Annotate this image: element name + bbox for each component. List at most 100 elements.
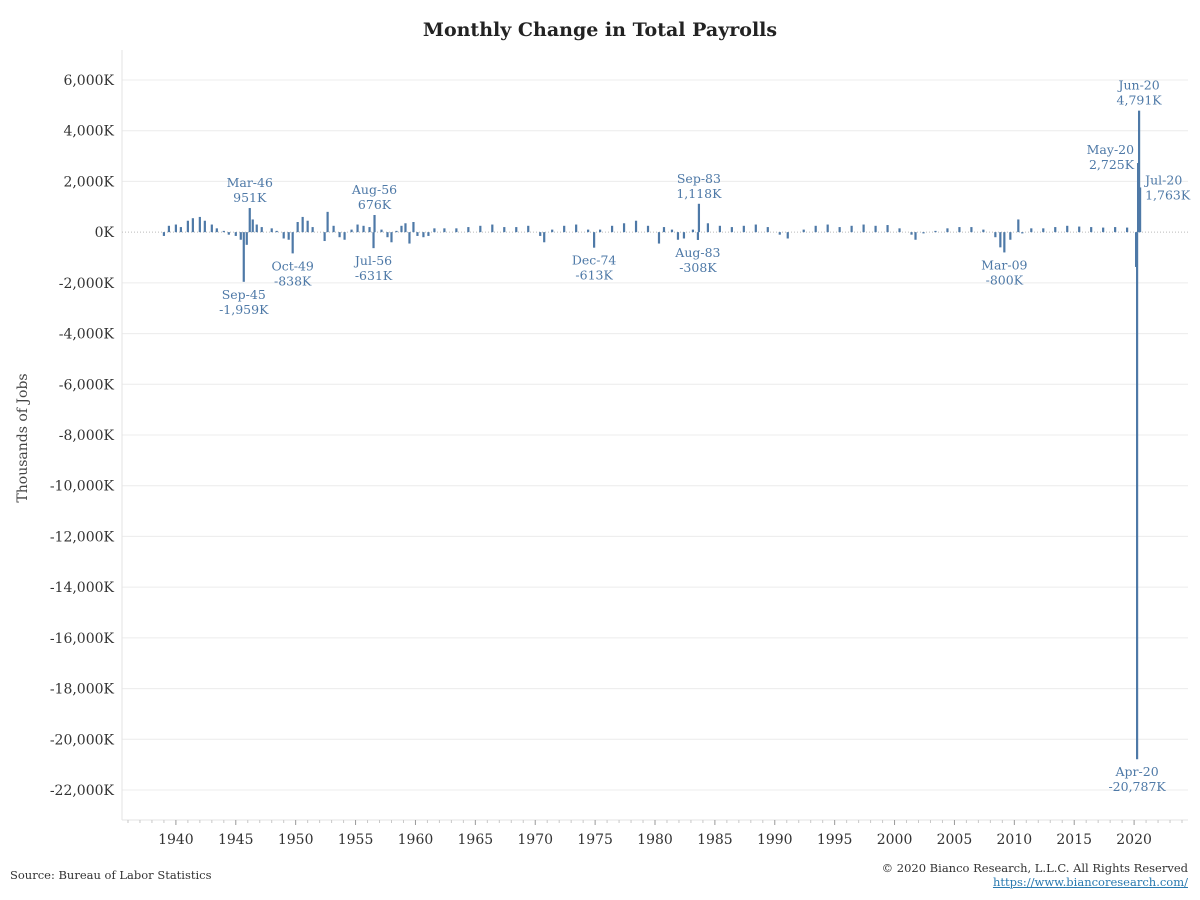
bar: [646, 225, 650, 233]
bar: [255, 224, 258, 233]
bar: [270, 228, 273, 233]
annotation-value: -838K: [274, 273, 312, 288]
bar: [191, 218, 194, 233]
bar: [551, 229, 554, 233]
annotation-value: -1,959K: [219, 302, 269, 317]
bar: [515, 227, 518, 233]
x-tick-label: 1985: [697, 832, 733, 848]
bar: [372, 232, 375, 249]
bar: [1136, 232, 1139, 760]
bar: [408, 232, 411, 244]
bar: [380, 229, 383, 233]
x-tick-label: 1975: [577, 832, 613, 848]
bar: [416, 232, 419, 236]
x-tick-label: 1960: [398, 832, 434, 848]
y-tick-label: 4,000K: [63, 124, 114, 140]
bar: [1054, 227, 1057, 233]
bar: [373, 215, 376, 233]
bar: [203, 220, 206, 233]
annotation-date: Sep-83: [677, 171, 721, 186]
annotation-value: -20,787K: [1108, 779, 1166, 794]
y-tick-label: -6,000K: [59, 377, 115, 393]
annotation-date: Dec-74: [572, 253, 617, 268]
bar: [898, 228, 901, 233]
bar: [539, 232, 542, 236]
bar: [994, 232, 997, 238]
bar: [362, 225, 365, 233]
x-tick-label: 2005: [937, 832, 973, 848]
y-tick-label: -10,000K: [50, 479, 115, 495]
bar: [343, 232, 346, 240]
annotation-date: Jul-56: [353, 253, 392, 268]
bar: [326, 211, 329, 233]
x-tick-label: 1970: [517, 832, 553, 848]
y-tick-label: 0K: [95, 225, 115, 241]
bar: [527, 225, 530, 233]
annotation-value: -800K: [986, 272, 1024, 287]
bar: [479, 225, 482, 233]
bar: [179, 227, 182, 233]
bar: [1090, 227, 1093, 233]
annotation-value: -631K: [355, 268, 393, 283]
annotation-value: 1,763K: [1145, 187, 1191, 202]
bar: [1126, 227, 1129, 233]
bar: [368, 227, 371, 233]
bar: [198, 216, 201, 233]
annotation-date: Jul-20: [1143, 172, 1182, 187]
annotation-date: Sep-45: [222, 287, 266, 302]
footer-credits: © 2020 Bianco Research, L.L.C. All Right…: [882, 861, 1188, 889]
y-tick-label: -16,000K: [50, 631, 115, 647]
bar: [922, 232, 925, 234]
bar: [404, 223, 407, 233]
bar: [910, 232, 913, 235]
bar: [657, 232, 661, 244]
bar: [251, 219, 254, 233]
bar: [386, 232, 389, 238]
bar: [242, 232, 245, 282]
bar: [467, 227, 470, 233]
bar: [350, 229, 353, 233]
website-link[interactable]: https://www.biancoresearch.com/: [992, 875, 1188, 889]
x-axis-ticks: 1940 1945 1950 1955 1960 1965 1970 1975 1980 1985…: [127, 820, 1183, 848]
bar: [543, 232, 546, 243]
bar: [718, 225, 721, 233]
bar: [174, 224, 177, 233]
bar: [301, 216, 304, 233]
bar: [874, 225, 877, 233]
bar: [311, 227, 314, 233]
bar: [934, 230, 937, 233]
bar: [691, 229, 695, 233]
annotation-value: 676K: [358, 197, 392, 212]
y-tick-label: -22,000K: [50, 783, 115, 799]
annotation-date: Mar-46: [227, 175, 273, 190]
bar: [766, 227, 769, 233]
bar: [786, 232, 789, 239]
bar: [215, 228, 218, 233]
bar: [575, 224, 578, 233]
bar: [422, 232, 425, 238]
bar: [503, 227, 506, 233]
y-tick-label: -20,000K: [50, 732, 115, 748]
y-tick-label: -18,000K: [50, 682, 115, 698]
annotation-date: Oct-49: [271, 258, 313, 273]
bar: [282, 232, 285, 239]
bar: [563, 225, 566, 233]
bar: [914, 232, 917, 240]
x-tick-label: 1965: [458, 832, 494, 848]
bar: [1030, 228, 1033, 233]
bar: [670, 229, 674, 233]
bar: [222, 230, 225, 233]
bar: [946, 228, 949, 233]
annotation-date: Aug-83: [674, 245, 720, 260]
bar: [970, 227, 973, 233]
bar: [427, 232, 430, 236]
bar: [433, 228, 436, 233]
bar: [742, 225, 745, 233]
x-tick-label: 2010: [997, 832, 1033, 848]
bar: [227, 232, 230, 235]
annotation-value: -613K: [575, 268, 613, 283]
annotation-value: 1,118K: [676, 186, 722, 201]
x-tick-label: 2000: [877, 832, 913, 848]
